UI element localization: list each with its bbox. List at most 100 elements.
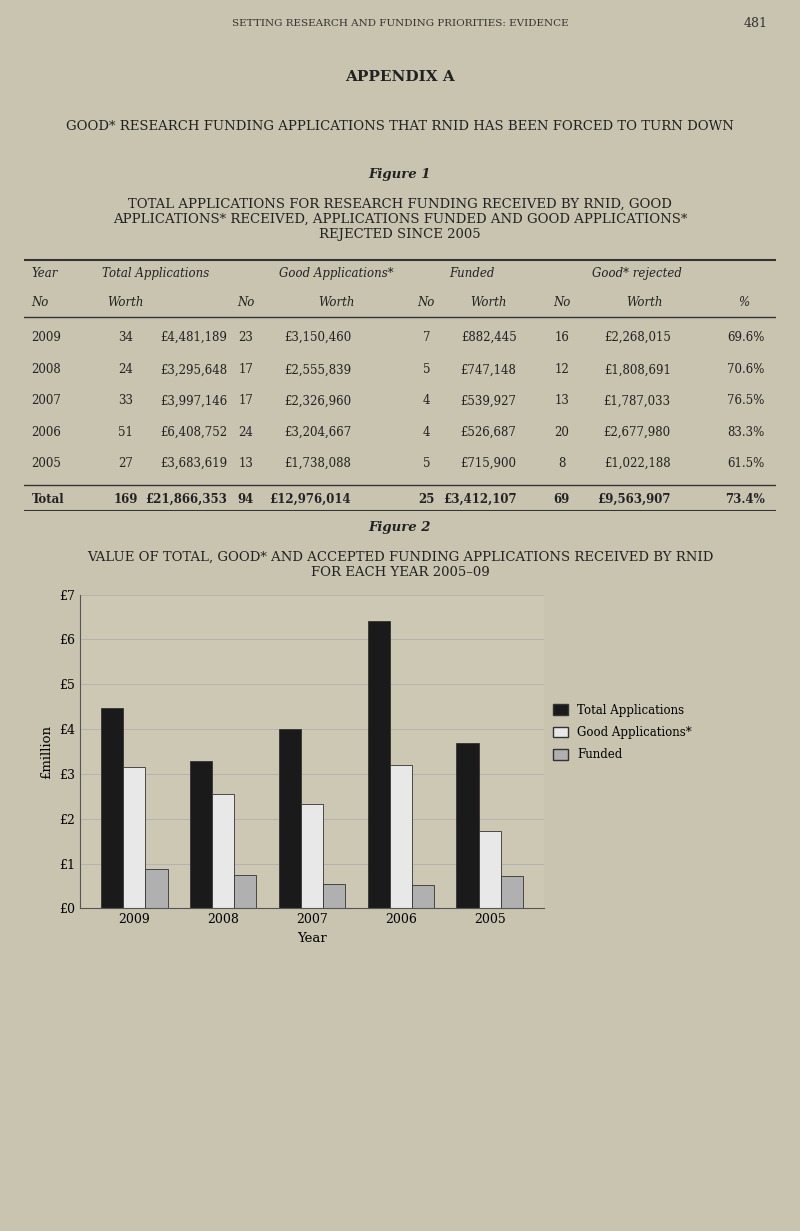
Bar: [390, 764, 412, 908]
Bar: [301, 804, 323, 908]
Text: 61.5%: 61.5%: [727, 457, 765, 469]
Text: £747,148: £747,148: [461, 363, 517, 377]
Text: £526,687: £526,687: [461, 426, 517, 438]
Text: No: No: [31, 297, 49, 309]
Text: 51: 51: [118, 426, 133, 438]
Text: £3,683,619: £3,683,619: [160, 457, 227, 469]
Text: TOTAL APPLICATIONS FOR RESEARCH FUNDING RECEIVED BY RNID, GOOD
APPLICATIONS* REC: TOTAL APPLICATIONS FOR RESEARCH FUNDING …: [113, 198, 687, 241]
Text: 73.4%: 73.4%: [725, 492, 765, 506]
Text: 25: 25: [418, 492, 434, 506]
Text: £3,412,107: £3,412,107: [443, 492, 517, 506]
Text: 169: 169: [114, 492, 138, 506]
Bar: [234, 875, 257, 908]
Text: No: No: [237, 297, 254, 309]
Text: 34: 34: [118, 331, 133, 345]
Bar: [478, 831, 501, 908]
Text: 83.3%: 83.3%: [727, 426, 765, 438]
Bar: [278, 729, 301, 908]
Text: £3,204,667: £3,204,667: [284, 426, 351, 438]
Text: 5: 5: [422, 363, 430, 377]
Text: Figure 1: Figure 1: [369, 167, 431, 181]
Text: APPENDIX A: APPENDIX A: [345, 70, 455, 84]
Y-axis label: £million: £million: [41, 725, 54, 778]
Text: 70.6%: 70.6%: [727, 363, 765, 377]
Bar: [190, 761, 212, 908]
Text: £1,808,691: £1,808,691: [604, 363, 670, 377]
Text: £4,481,189: £4,481,189: [160, 331, 227, 345]
Text: VALUE OF TOTAL, GOOD* AND ACCEPTED FUNDING APPLICATIONS RECEIVED BY RNID
FOR EAC: VALUE OF TOTAL, GOOD* AND ACCEPTED FUNDI…: [87, 550, 713, 579]
Text: £3,150,460: £3,150,460: [284, 331, 351, 345]
Bar: [212, 794, 234, 908]
Text: Total: Total: [31, 492, 64, 506]
Text: Worth: Worth: [470, 297, 507, 309]
Text: 8: 8: [558, 457, 566, 469]
Text: Worth: Worth: [107, 297, 144, 309]
Text: £2,677,980: £2,677,980: [603, 426, 670, 438]
Text: 2009: 2009: [31, 331, 62, 345]
Bar: [123, 767, 146, 908]
Text: Total Applications: Total Applications: [102, 267, 210, 279]
Text: £3,997,146: £3,997,146: [160, 394, 227, 407]
Text: 7: 7: [422, 331, 430, 345]
Text: Worth: Worth: [318, 297, 354, 309]
Bar: [412, 885, 434, 908]
Text: 2008: 2008: [31, 363, 62, 377]
Text: Good* rejected: Good* rejected: [592, 267, 682, 279]
Text: 4: 4: [422, 394, 430, 407]
Text: Funded: Funded: [449, 267, 494, 279]
Text: 76.5%: 76.5%: [727, 394, 765, 407]
Text: Figure 2: Figure 2: [369, 521, 431, 534]
Text: 69: 69: [554, 492, 570, 506]
Text: £715,900: £715,900: [461, 457, 517, 469]
Text: £539,927: £539,927: [461, 394, 517, 407]
Text: 20: 20: [554, 426, 569, 438]
Text: £2,268,015: £2,268,015: [604, 331, 670, 345]
Text: 17: 17: [238, 394, 254, 407]
Text: 17: 17: [238, 363, 254, 377]
Text: £21,866,353: £21,866,353: [145, 492, 227, 506]
Text: £1,738,088: £1,738,088: [284, 457, 351, 469]
Text: 69.6%: 69.6%: [727, 331, 765, 345]
Text: 12: 12: [554, 363, 569, 377]
Bar: [367, 622, 390, 908]
Text: 16: 16: [554, 331, 569, 345]
Text: 27: 27: [118, 457, 133, 469]
Text: 2007: 2007: [31, 394, 62, 407]
Text: £1,022,188: £1,022,188: [604, 457, 670, 469]
Text: No: No: [418, 297, 435, 309]
Text: 4: 4: [422, 426, 430, 438]
Text: £882,445: £882,445: [461, 331, 517, 345]
Text: 2006: 2006: [31, 426, 62, 438]
Text: £6,408,752: £6,408,752: [160, 426, 227, 438]
Text: %: %: [738, 297, 750, 309]
Text: 481: 481: [744, 17, 768, 30]
Text: £3,295,648: £3,295,648: [160, 363, 227, 377]
Text: £9,563,907: £9,563,907: [598, 492, 670, 506]
Text: 2005: 2005: [31, 457, 62, 469]
Text: Year: Year: [31, 267, 58, 279]
Text: No: No: [553, 297, 570, 309]
Text: £1,787,033: £1,787,033: [603, 394, 670, 407]
Text: 23: 23: [238, 331, 254, 345]
Text: £12,976,014: £12,976,014: [270, 492, 351, 506]
Text: 94: 94: [238, 492, 254, 506]
Text: £2,555,839: £2,555,839: [284, 363, 351, 377]
Bar: [101, 708, 123, 908]
Text: 24: 24: [238, 426, 254, 438]
Text: Worth: Worth: [626, 297, 662, 309]
Text: 13: 13: [554, 394, 569, 407]
Bar: [456, 744, 478, 908]
Bar: [146, 869, 168, 908]
Text: £2,326,960: £2,326,960: [284, 394, 351, 407]
Text: SETTING RESEARCH AND FUNDING PRIORITIES: EVIDENCE: SETTING RESEARCH AND FUNDING PRIORITIES:…: [232, 18, 568, 28]
Text: Good Applications*: Good Applications*: [278, 267, 394, 279]
Legend: Total Applications, Good Applications*, Funded: Total Applications, Good Applications*, …: [550, 700, 695, 764]
Text: 5: 5: [422, 457, 430, 469]
Bar: [323, 884, 346, 908]
Text: GOOD* RESEARCH FUNDING APPLICATIONS THAT RNID HAS BEEN FORCED TO TURN DOWN: GOOD* RESEARCH FUNDING APPLICATIONS THAT…: [66, 119, 734, 133]
X-axis label: Year: Year: [297, 932, 327, 945]
Bar: [501, 876, 523, 908]
Text: 33: 33: [118, 394, 133, 407]
Text: 24: 24: [118, 363, 133, 377]
Text: 13: 13: [238, 457, 254, 469]
